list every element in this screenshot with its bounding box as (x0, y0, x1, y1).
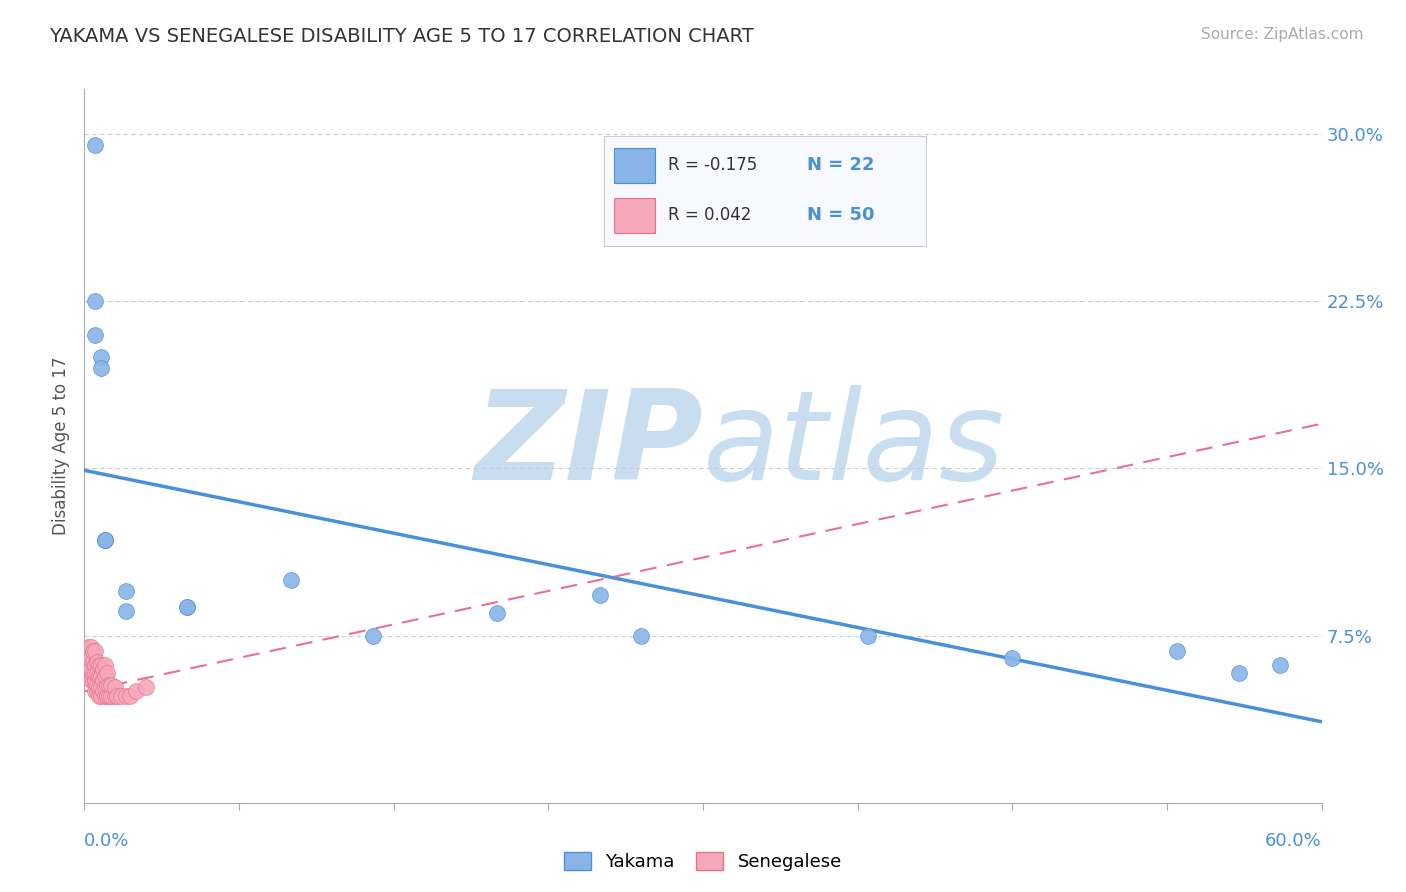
Bar (613, 148, 655, 183)
Point (83, 644, 105, 658)
Point (94, 533, 117, 547)
Point (630, 628, 652, 642)
Point (125, 684, 148, 698)
Point (94, 689, 117, 703)
Point (104, 680, 127, 694)
Point (176, 599, 198, 614)
Point (83, 684, 105, 698)
Point (98, 689, 121, 703)
Point (82, 673, 104, 687)
Point (361, 628, 384, 642)
Point (96, 678, 118, 692)
Point (90, 360, 112, 375)
Point (94, 533, 117, 547)
Point (86, 678, 108, 692)
Point (94, 657, 117, 672)
Point (79, 640, 101, 654)
Text: 60.0%: 60.0% (1265, 831, 1322, 849)
Point (114, 583, 136, 598)
Point (90, 657, 112, 672)
Point (87, 657, 110, 672)
Point (114, 689, 136, 703)
Point (82, 655, 104, 669)
Point (79, 651, 101, 665)
Point (105, 689, 128, 703)
Point (100, 678, 122, 692)
Text: ZIP: ZIP (474, 385, 703, 507)
Point (86, 666, 108, 681)
Point (83, 657, 105, 672)
Point (100, 689, 122, 703)
Point (96, 689, 118, 703)
Y-axis label: Disability Age 5 to 17: Disability Age 5 to 17 (52, 357, 70, 535)
Point (79, 673, 101, 687)
Point (176, 599, 198, 614)
Point (83, 327, 105, 342)
Text: 0.0%: 0.0% (84, 831, 129, 849)
Point (98, 678, 121, 692)
Point (280, 573, 302, 587)
Text: N = 22: N = 22 (807, 156, 875, 175)
Point (77, 640, 100, 654)
Point (86, 684, 108, 698)
Point (1166, 644, 1188, 658)
Point (83, 293, 105, 308)
Point (1227, 666, 1250, 681)
Point (90, 689, 112, 703)
Point (83, 138, 105, 153)
Point (86, 655, 108, 669)
Text: R = -0.175: R = -0.175 (668, 156, 758, 175)
Text: N = 50: N = 50 (807, 206, 875, 224)
Point (589, 589, 612, 603)
Point (82, 666, 104, 681)
Point (135, 680, 157, 694)
Point (1270, 657, 1292, 672)
Point (87, 669, 110, 683)
Point (90, 350, 112, 364)
Bar (613, 197, 655, 233)
Legend: Yakama, Senegalese: Yakama, Senegalese (557, 845, 849, 879)
Point (1001, 651, 1024, 665)
Point (77, 662, 100, 676)
Point (90, 669, 112, 683)
Text: Source: ZipAtlas.com: Source: ZipAtlas.com (1201, 27, 1364, 42)
Point (90, 680, 112, 694)
Point (83, 673, 105, 687)
Point (91, 673, 114, 687)
Point (79, 662, 101, 676)
Point (91, 684, 114, 698)
Text: R = 0.042: R = 0.042 (668, 206, 752, 224)
Point (87, 689, 110, 703)
Point (104, 689, 127, 703)
Point (96, 666, 118, 681)
Point (87, 680, 110, 694)
Point (82, 644, 104, 658)
Point (91, 662, 114, 676)
Text: atlas: atlas (703, 385, 1005, 507)
Text: YAKAMA VS SENEGALESE DISABILITY AGE 5 TO 17 CORRELATION CHART: YAKAMA VS SENEGALESE DISABILITY AGE 5 TO… (49, 27, 754, 45)
Point (83, 666, 105, 681)
Point (77, 651, 100, 665)
Point (94, 669, 117, 683)
Point (485, 607, 508, 621)
Point (118, 689, 141, 703)
Point (114, 604, 136, 618)
Point (94, 533, 117, 547)
Point (94, 680, 117, 694)
Point (110, 689, 132, 703)
Point (856, 628, 879, 642)
